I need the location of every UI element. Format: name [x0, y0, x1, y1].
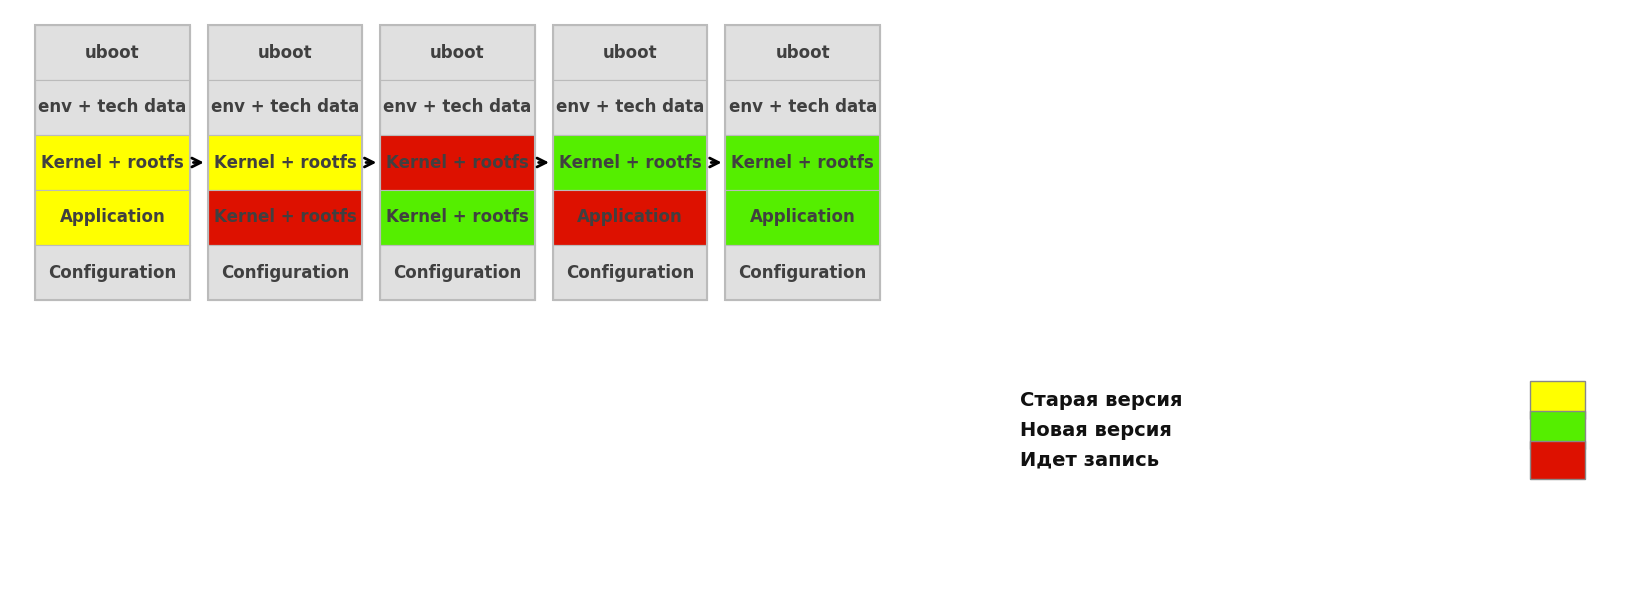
- Bar: [553, 245, 708, 300]
- Bar: [208, 80, 363, 135]
- Text: env + tech data: env + tech data: [383, 99, 531, 117]
- Bar: [35, 135, 190, 190]
- Text: Configuration: Configuration: [566, 264, 695, 282]
- Text: Kernel + rootfs: Kernel + rootfs: [559, 154, 701, 172]
- Bar: [553, 25, 708, 80]
- Bar: [726, 25, 879, 80]
- Bar: [208, 135, 363, 190]
- Bar: [553, 80, 708, 135]
- Text: Application: Application: [749, 208, 856, 226]
- Bar: [380, 135, 535, 190]
- Text: Configuration: Configuration: [739, 264, 866, 282]
- Text: Kernel + rootfs: Kernel + rootfs: [213, 154, 356, 172]
- Text: Kernel + rootfs: Kernel + rootfs: [41, 154, 183, 172]
- Bar: [380, 245, 535, 300]
- Text: env + tech data: env + tech data: [556, 99, 705, 117]
- Bar: [380, 190, 535, 245]
- Text: uboot: uboot: [431, 43, 485, 61]
- Bar: [35, 190, 190, 245]
- Text: Application: Application: [59, 208, 165, 226]
- Text: Kernel + rootfs: Kernel + rootfs: [386, 154, 530, 172]
- Text: uboot: uboot: [602, 43, 657, 61]
- Text: Kernel + rootfs: Kernel + rootfs: [731, 154, 875, 172]
- Bar: [726, 80, 879, 135]
- Bar: [1530, 411, 1586, 449]
- Text: Старая версия: Старая версия: [1020, 391, 1183, 409]
- Bar: [1530, 381, 1586, 419]
- Bar: [380, 80, 535, 135]
- Bar: [208, 25, 363, 300]
- Bar: [208, 25, 363, 80]
- Text: env + tech data: env + tech data: [729, 99, 876, 117]
- Bar: [726, 25, 879, 300]
- Text: env + tech data: env + tech data: [38, 99, 186, 117]
- Text: uboot: uboot: [776, 43, 830, 61]
- Text: uboot: uboot: [257, 43, 312, 61]
- Text: Configuration: Configuration: [48, 264, 177, 282]
- Text: Новая версия: Новая версия: [1020, 421, 1172, 439]
- Bar: [208, 190, 363, 245]
- Text: Идет запись: Идет запись: [1020, 450, 1158, 470]
- Bar: [726, 135, 879, 190]
- Text: Configuration: Configuration: [221, 264, 350, 282]
- Bar: [553, 135, 708, 190]
- Bar: [1530, 441, 1586, 479]
- Text: Kernel + rootfs: Kernel + rootfs: [386, 208, 530, 226]
- Text: uboot: uboot: [86, 43, 140, 61]
- Bar: [380, 25, 535, 300]
- Text: Application: Application: [578, 208, 683, 226]
- Bar: [35, 80, 190, 135]
- Bar: [35, 25, 190, 300]
- Bar: [553, 25, 708, 300]
- Bar: [726, 190, 879, 245]
- Bar: [726, 245, 879, 300]
- Text: Kernel + rootfs: Kernel + rootfs: [213, 208, 356, 226]
- Bar: [208, 245, 363, 300]
- Text: Configuration: Configuration: [393, 264, 521, 282]
- Bar: [35, 25, 190, 80]
- Bar: [553, 190, 708, 245]
- Bar: [380, 25, 535, 80]
- Text: env + tech data: env + tech data: [211, 99, 360, 117]
- Bar: [35, 245, 190, 300]
